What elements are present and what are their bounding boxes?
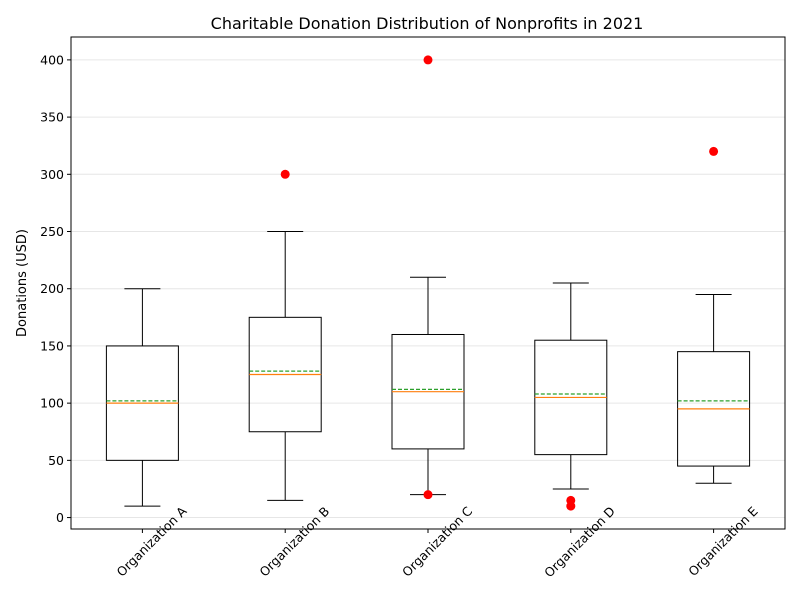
y-axis-label: Donations (USD) (15, 229, 30, 337)
chart-title: Charitable Donation Distribution of Nonp… (211, 14, 644, 33)
box-group (534, 282, 608, 511)
y-tick-label: 50 (48, 453, 64, 468)
y-tick-label: 150 (40, 338, 64, 353)
y-tick-label: 300 (40, 167, 64, 182)
y-tick-label: 200 (40, 281, 64, 296)
box-group (105, 288, 179, 507)
boxes (105, 55, 751, 511)
y-tick-label: 350 (40, 110, 64, 125)
outlier-point (423, 55, 433, 65)
outlier-point (566, 495, 576, 505)
y-tick-label: 0 (56, 510, 64, 525)
y-tick-label: 100 (40, 396, 64, 411)
box-group (677, 146, 751, 484)
y-tick-label: 400 (40, 52, 64, 67)
x-tick-label: Organization B (256, 504, 332, 580)
box-group (391, 55, 465, 500)
y-tick-label: 250 (40, 224, 64, 239)
x-tick-label: Organization D (541, 504, 618, 581)
box-group (248, 169, 322, 501)
x-tick-label: Organization C (399, 503, 475, 579)
outlier-point (280, 169, 290, 179)
x-tick-label: Organization E (685, 503, 761, 579)
x-tick-label: Organization A (114, 503, 190, 579)
y-axis: 0 50 100 150 200 250 300 350 400 (40, 52, 71, 525)
outlier-point (709, 146, 719, 156)
outlier-point (423, 490, 433, 500)
x-axis: Organization A Organization B Organization… (114, 503, 761, 580)
